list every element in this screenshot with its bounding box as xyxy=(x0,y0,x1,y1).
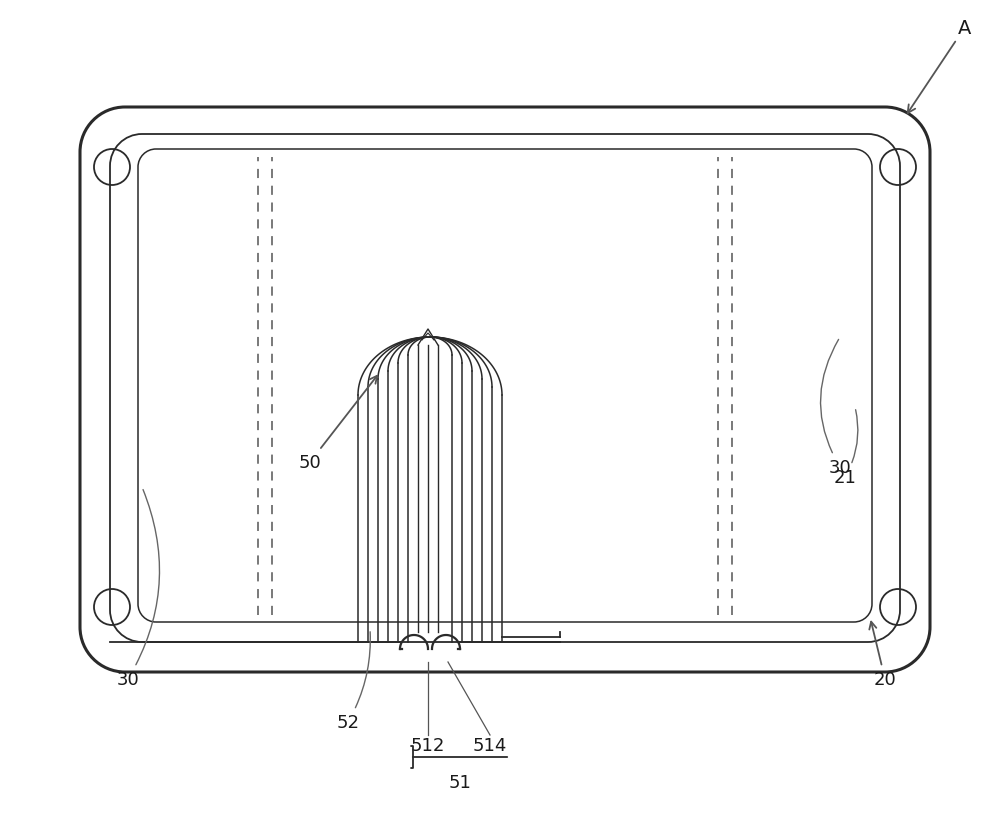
Text: 514: 514 xyxy=(473,736,507,754)
Text: 51: 51 xyxy=(449,773,471,791)
Text: 512: 512 xyxy=(411,736,445,754)
Text: 20: 20 xyxy=(869,622,896,688)
Text: 30: 30 xyxy=(820,340,851,476)
Text: 30: 30 xyxy=(117,490,160,688)
Text: 52: 52 xyxy=(337,632,370,731)
Text: 50: 50 xyxy=(299,376,377,471)
Text: 21: 21 xyxy=(834,410,858,486)
Text: A: A xyxy=(908,18,972,114)
